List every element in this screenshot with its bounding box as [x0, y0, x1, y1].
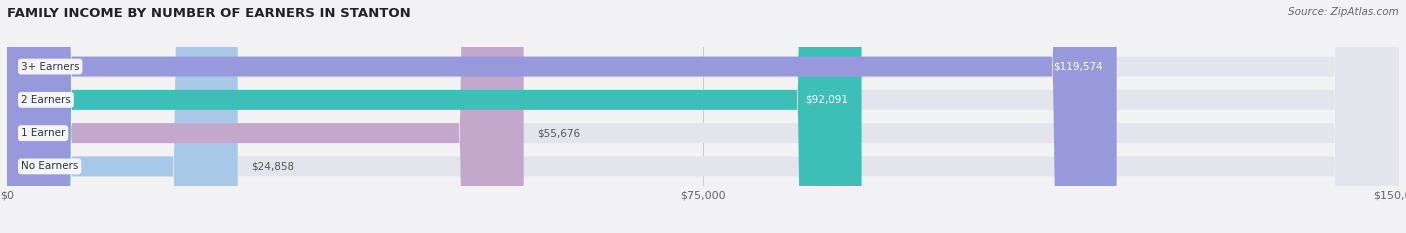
- Text: Source: ZipAtlas.com: Source: ZipAtlas.com: [1288, 7, 1399, 17]
- FancyBboxPatch shape: [7, 0, 1399, 233]
- Text: $119,574: $119,574: [1053, 62, 1102, 72]
- FancyBboxPatch shape: [7, 0, 238, 233]
- Text: No Earners: No Earners: [21, 161, 79, 171]
- FancyBboxPatch shape: [7, 0, 1399, 233]
- FancyBboxPatch shape: [7, 0, 1399, 233]
- Text: 1 Earner: 1 Earner: [21, 128, 65, 138]
- Text: $24,858: $24,858: [252, 161, 295, 171]
- Text: $55,676: $55,676: [537, 128, 581, 138]
- Text: 2 Earners: 2 Earners: [21, 95, 70, 105]
- Text: $92,091: $92,091: [804, 95, 848, 105]
- FancyBboxPatch shape: [7, 0, 1116, 233]
- FancyBboxPatch shape: [7, 0, 1399, 233]
- FancyBboxPatch shape: [7, 0, 862, 233]
- Text: FAMILY INCOME BY NUMBER OF EARNERS IN STANTON: FAMILY INCOME BY NUMBER OF EARNERS IN ST…: [7, 7, 411, 20]
- FancyBboxPatch shape: [7, 0, 523, 233]
- Text: 3+ Earners: 3+ Earners: [21, 62, 80, 72]
